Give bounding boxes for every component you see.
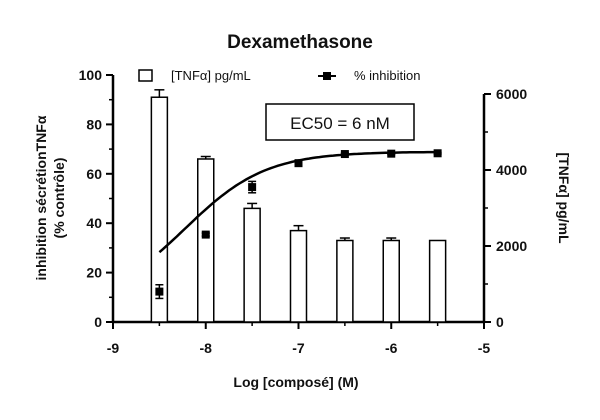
y-right-tick-label: 4000 <box>496 162 527 178</box>
x-axis-label: Log [composé] (M) <box>233 374 358 390</box>
y-left-tick-label: 0 <box>94 314 102 330</box>
y-left-tick-label: 80 <box>86 116 102 132</box>
data-point <box>155 287 164 296</box>
x-tick-label: -7 <box>292 340 305 356</box>
data-point <box>201 230 210 239</box>
legend-bar-swatch <box>138 69 153 82</box>
data-point <box>294 159 303 168</box>
x-tick-label: -5 <box>478 340 491 356</box>
bar <box>382 239 400 323</box>
y-axis-right-label: [TNFα] pg/mL <box>556 152 572 243</box>
data-point <box>340 150 349 159</box>
y-axis-left-label-line2: (% contrôle) <box>51 158 67 239</box>
legend-line-label: % inhibition <box>354 68 421 83</box>
bar <box>336 239 354 323</box>
chart-title: Dexamethasone <box>227 32 373 53</box>
bar <box>428 239 447 323</box>
ec50-annotation: EC50 = 6 nM <box>265 103 415 141</box>
x-tick-label: -9 <box>107 340 120 356</box>
legend-bar-label: [TNFα] pg/mL <box>171 68 251 83</box>
data-point <box>433 149 442 158</box>
bar <box>197 158 215 323</box>
y-left-tick-label: 60 <box>86 166 102 182</box>
data-point <box>248 183 257 192</box>
y-left-tick-label: 40 <box>86 215 102 231</box>
y-right-tick-label: 2000 <box>496 238 527 254</box>
y-left-tick-label: 100 <box>79 67 103 83</box>
bar <box>289 229 308 323</box>
y-right-tick-label: 6000 <box>496 86 527 102</box>
x-tick-label: -8 <box>200 340 213 356</box>
y-left-tick-label: 20 <box>86 265 102 281</box>
ec50-box <box>265 103 415 141</box>
y-right-tick-label: 0 <box>496 314 504 330</box>
bar <box>243 207 261 323</box>
x-tick-label: -6 <box>385 340 398 356</box>
y-axis-left-label-line1: inhibition sécrétionTNFα <box>33 115 49 280</box>
legend: [TNFα] pg/mL % inhibition <box>138 68 421 83</box>
data-point <box>387 149 396 158</box>
ec50-text: EC50 = 6 nM <box>290 114 390 133</box>
legend-line-marker <box>323 72 331 80</box>
